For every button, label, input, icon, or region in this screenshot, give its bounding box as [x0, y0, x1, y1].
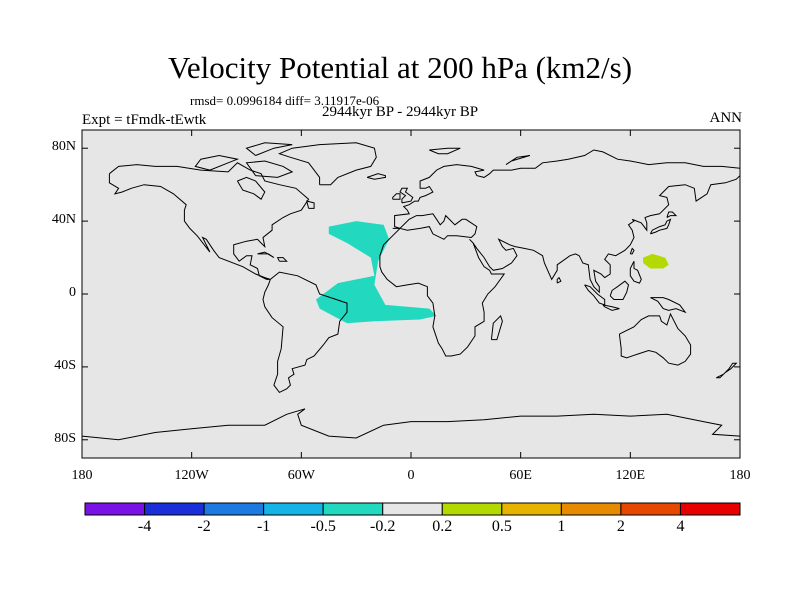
coastline: [262, 271, 348, 394]
lon-label: 180: [729, 468, 751, 483]
coastline: [399, 187, 414, 204]
rmsd-diff-stats: rmsd= 0.0996184 diff= 3.11917e-06: [190, 93, 380, 108]
colorbar-label: -0.2: [370, 518, 396, 535]
axis-ticks: [81, 130, 741, 458]
colorbar-swatch: [441, 502, 503, 516]
colorbar-swatch: [84, 502, 146, 516]
lon-label: 60W: [287, 468, 315, 483]
coastline: [715, 362, 738, 379]
lon-label: 0: [407, 468, 415, 483]
coastline: [602, 304, 620, 311]
lon-label: 180: [71, 468, 93, 483]
colorbar-label: 1: [557, 518, 566, 535]
colorbar-label: 0.5: [491, 518, 512, 535]
lon-label: 60E: [509, 468, 532, 483]
coastline: [82, 408, 740, 441]
colorbar-label: -2: [197, 518, 211, 535]
colorbar-swatch: [560, 502, 622, 516]
colorbar-swatch: [382, 502, 443, 516]
colorbar-label: -1: [256, 518, 271, 535]
chart-title: Velocity Potential at 200 hPa (km2/s): [167, 50, 633, 85]
colorbar-label: -4: [137, 518, 152, 535]
coastline: [276, 257, 288, 262]
lat-label: 80S: [54, 430, 76, 446]
west-pacific-positive-region: [643, 253, 669, 269]
coastline: [649, 218, 672, 235]
colorbar: [84, 502, 741, 516]
coastline: [629, 247, 635, 255]
coastline-layer: [82, 142, 740, 441]
anomaly-layer: [316, 221, 669, 324]
lat-label: 40S: [54, 357, 76, 373]
lat-label: 40N: [51, 212, 76, 228]
coastline: [306, 200, 315, 209]
coastline: [245, 142, 293, 156]
colorbar-label: 2: [616, 518, 625, 535]
lat-label: 0: [69, 285, 76, 300]
colorbar-swatch: [203, 502, 265, 516]
lon-label: 120E: [615, 468, 646, 483]
coastline: [490, 314, 503, 341]
colorbar-label: 0.2: [432, 518, 453, 535]
coastline: [379, 149, 740, 357]
colorbar-swatch: [679, 502, 741, 516]
coastline: [429, 147, 461, 155]
coastline: [666, 211, 678, 218]
colorbar-label: -0.5: [310, 518, 336, 535]
lon-label: 120W: [174, 468, 209, 483]
coastline: [366, 173, 386, 180]
colorbar-swatch: [501, 502, 562, 516]
coastline: [556, 276, 562, 284]
colorbar-swatch: [263, 502, 324, 516]
coastline: [194, 154, 240, 171]
season-label: ANN: [709, 110, 743, 126]
coastline: [245, 160, 294, 178]
colorbar-swatch: [620, 502, 681, 516]
map-background: [82, 130, 740, 458]
lat-label: 80N: [51, 139, 76, 155]
coastline: [650, 297, 687, 314]
coastline: [257, 251, 275, 259]
coastline: [392, 193, 401, 200]
coastline: [629, 260, 642, 284]
coastline: [108, 162, 310, 280]
coastline: [505, 155, 530, 166]
colorbar-swatch: [322, 502, 384, 516]
coastline: [618, 312, 692, 366]
colorbar-swatch: [144, 502, 205, 516]
coastline: [236, 176, 266, 200]
experiment-label: Expt = tFmdk-tEwtk: [82, 112, 207, 128]
colorbar-label: 4: [676, 518, 685, 535]
coastline: [609, 280, 630, 300]
atlantic-negative-region: [316, 221, 437, 324]
period-label: 2944kyr BP - 2944kyr BP: [322, 104, 479, 120]
coastline: [277, 142, 377, 186]
